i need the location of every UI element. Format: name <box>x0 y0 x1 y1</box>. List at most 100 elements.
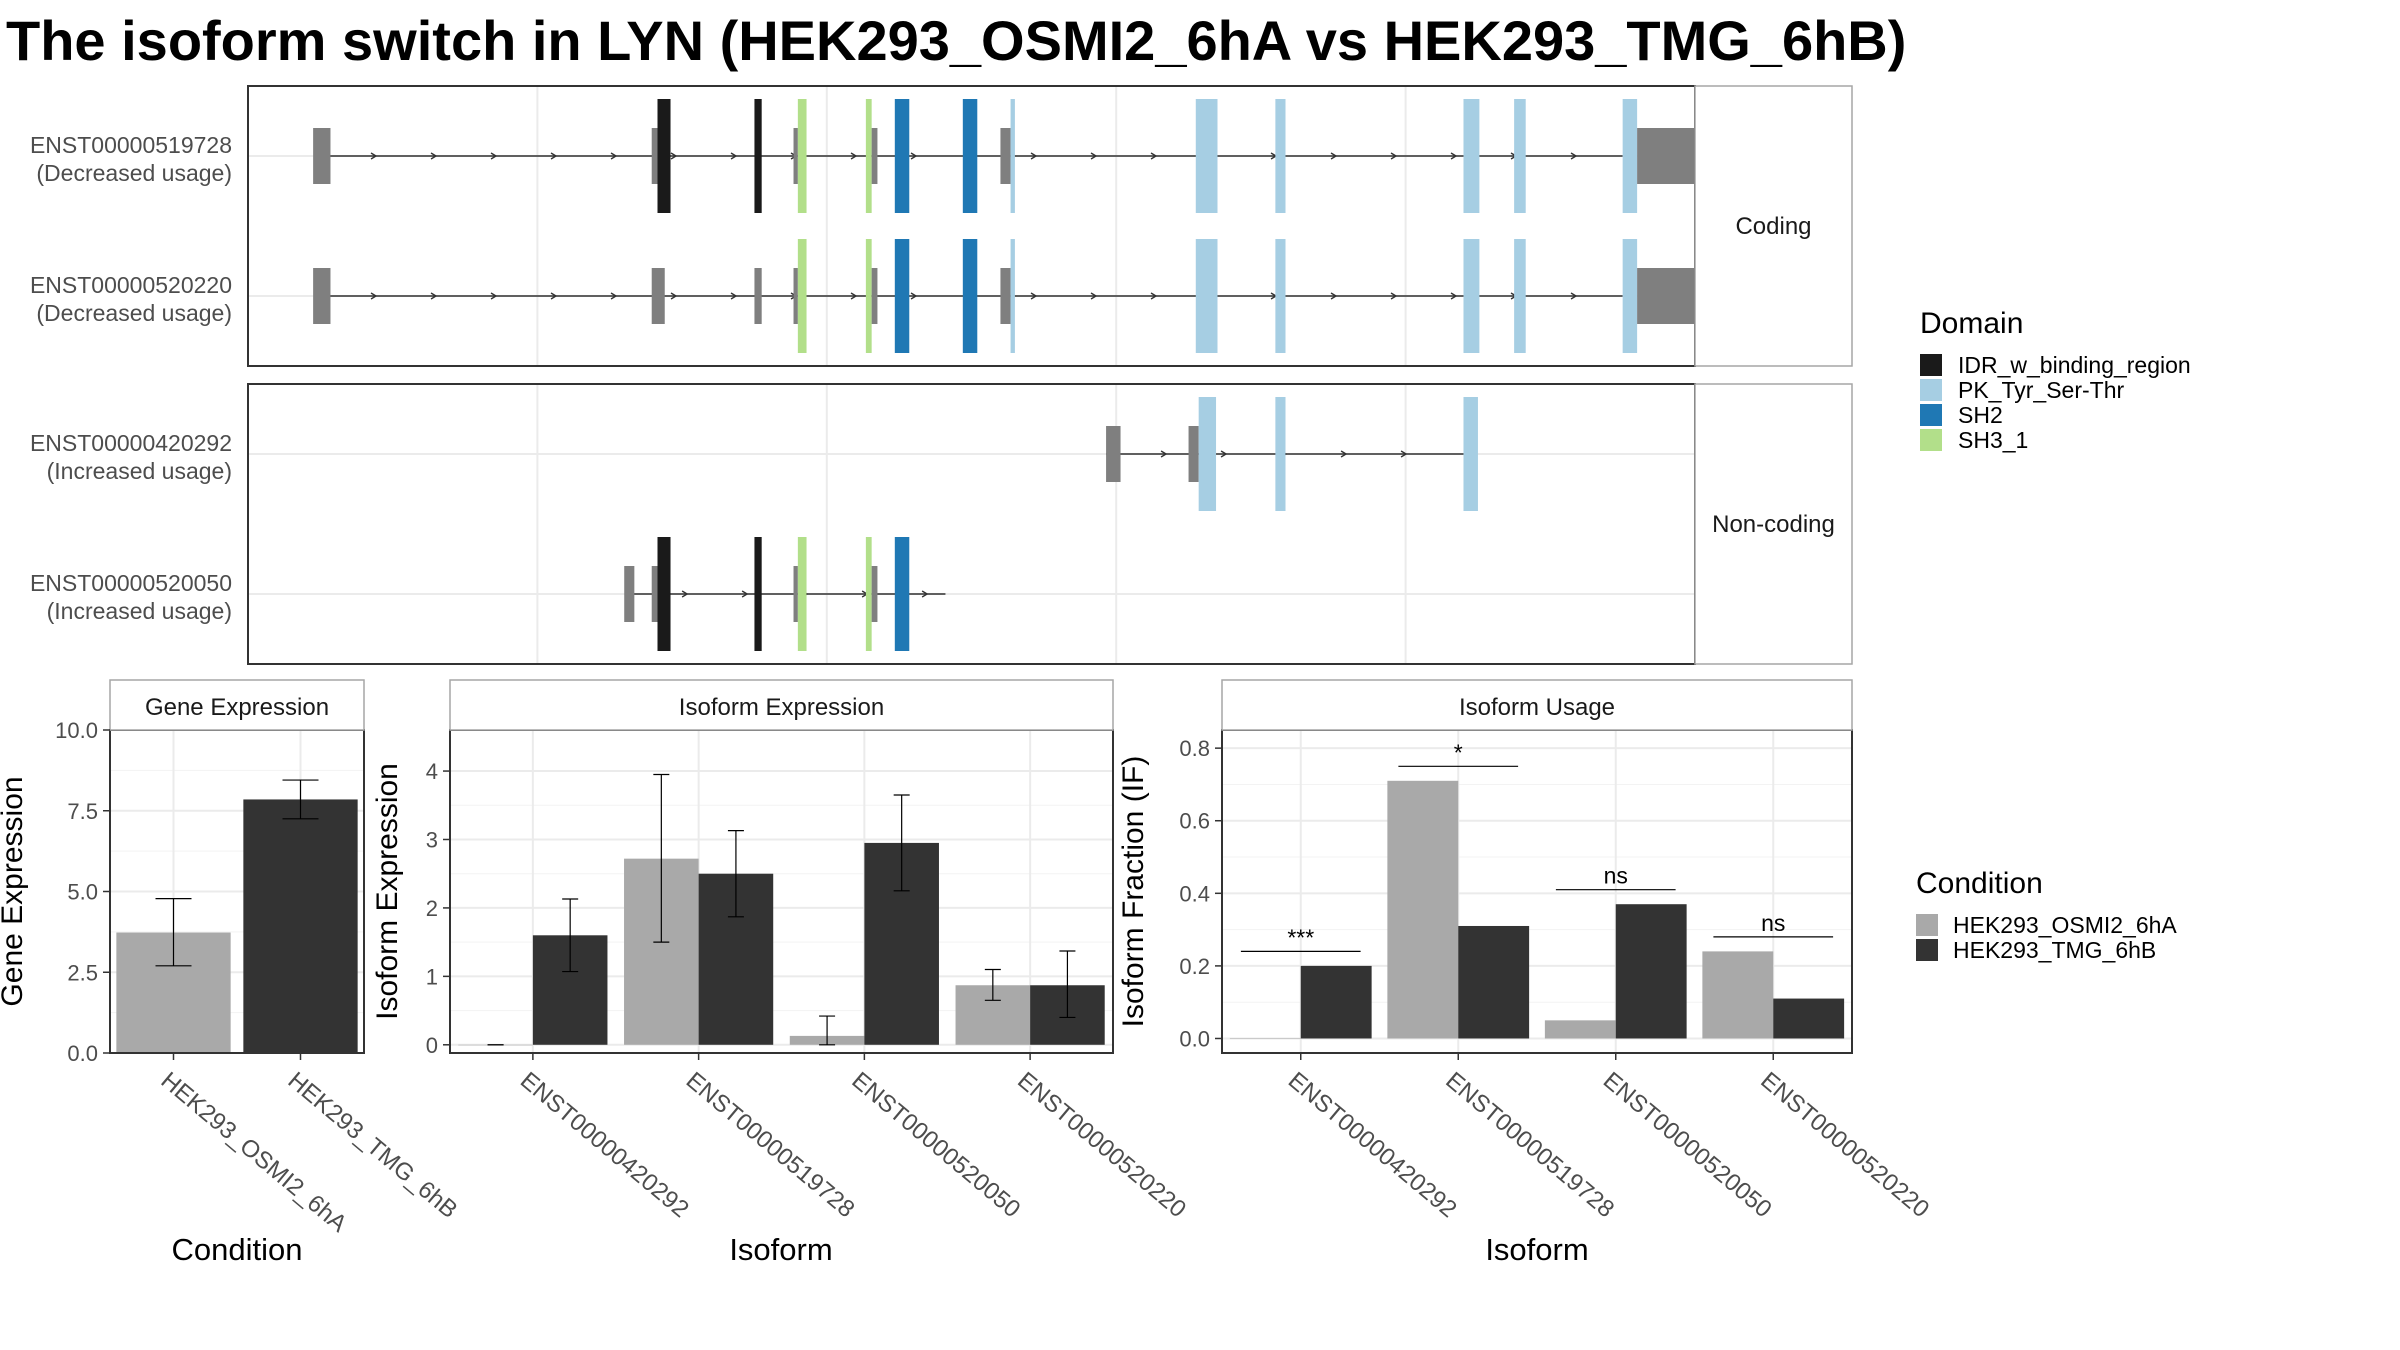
intron-arrow <box>610 292 618 300</box>
chart-title: Isoform Expression <box>679 694 884 721</box>
structure-panel-bg <box>248 384 1695 664</box>
y-tick-label: 5.0 <box>67 880 98 905</box>
transcript-id-label: ENST00000519728 <box>30 132 232 158</box>
intron-arrow <box>730 292 738 300</box>
intron-arrow <box>910 292 918 300</box>
legend-label: SH2 <box>1958 402 2003 428</box>
y-tick-label: 1 <box>426 964 438 989</box>
intron-arrow <box>1330 292 1338 300</box>
intron-arrow <box>1150 292 1158 300</box>
y-tick-label: 2 <box>426 896 438 921</box>
y-tick-label: 7.5 <box>67 799 98 824</box>
exon-utr <box>1188 426 1199 482</box>
bar <box>243 799 358 1053</box>
intron-arrow <box>850 152 858 160</box>
exon-domain-idr-w-binding-region <box>657 537 671 651</box>
intron-arrow <box>550 152 558 160</box>
intron-arrow <box>681 590 689 598</box>
exon-domain-sh3-1 <box>797 239 807 353</box>
x-tick-label: ENST00000520050 <box>847 1067 1026 1223</box>
x-axis-title: Isoform <box>729 1232 832 1267</box>
exon-domain-pk-tyr-ser-thr <box>1195 239 1218 353</box>
intron-arrow <box>1330 152 1338 160</box>
exon-domain-idr-w-binding-region <box>657 99 671 213</box>
intron-arrow <box>1390 152 1398 160</box>
legend-swatch <box>1916 914 1938 936</box>
transcript-id-label: ENST00000520220 <box>30 272 232 298</box>
exon-domain-sh2 <box>962 99 978 213</box>
chart-title-strip <box>1221 679 1853 731</box>
exon-utr <box>313 268 331 324</box>
transcript-id-label: ENST00000520050 <box>30 570 232 596</box>
intron-arrow <box>1030 152 1038 160</box>
bar <box>1387 780 1459 1039</box>
chart-title: Gene Expression <box>145 694 329 721</box>
y-axis-title: Isoform Fraction (IF) <box>1117 756 1150 1028</box>
exon-utr <box>871 268 878 324</box>
exon-utr <box>871 128 878 184</box>
intron-arrow <box>490 292 498 300</box>
transcript-id-label: ENST00000420292 <box>30 430 232 456</box>
chart-title-strip <box>109 679 365 731</box>
legend-label: HEK293_OSMI2_6hA <box>1953 912 2177 938</box>
transcript-usage-label: (Increased usage) <box>47 598 232 624</box>
y-tick-label: 0.2 <box>1179 954 1210 979</box>
intron-arrow <box>910 152 918 160</box>
significance-label: ns <box>1761 910 1785 936</box>
legend-swatch <box>1920 354 1942 376</box>
exon-domain-pk-tyr-ser-thr <box>1622 239 1638 353</box>
exon-domain-sh3-1 <box>865 239 872 353</box>
bar <box>1229 1038 1301 1039</box>
y-tick-label: 0.0 <box>67 1041 98 1066</box>
intron-arrow <box>670 292 678 300</box>
x-tick-label: ENST00000519728 <box>681 1067 860 1223</box>
facet-label: Coding <box>1735 213 1811 240</box>
exon-utr <box>793 268 798 324</box>
intron-arrow <box>1340 450 1348 458</box>
exon-utr <box>1106 426 1121 482</box>
legend-swatch <box>1920 429 1942 451</box>
exon-utr <box>871 566 878 622</box>
exon-domain-sh2 <box>894 99 910 213</box>
intron-arrow <box>1090 292 1098 300</box>
y-tick-label: 4 <box>426 759 438 784</box>
exon-domain-pk-tyr-ser-thr <box>1622 99 1638 213</box>
exon-domain-pk-tyr-ser-thr <box>1514 99 1526 213</box>
exon-domain-pk-tyr-ser-thr <box>1275 397 1286 511</box>
legend-label: PK_Tyr_Ser-Thr <box>1958 377 2124 403</box>
significance-label: ns <box>1604 863 1628 889</box>
intron-arrow <box>670 152 678 160</box>
exon-domain-pk-tyr-ser-thr <box>1198 397 1217 511</box>
intron-arrow <box>1150 152 1158 160</box>
bar <box>1615 904 1687 1039</box>
exon-domain-pk-tyr-ser-thr <box>1195 99 1218 213</box>
y-tick-label: 10.0 <box>55 718 98 743</box>
intron-arrow <box>1090 152 1098 160</box>
exon-domain-pk-tyr-ser-thr <box>1514 239 1526 353</box>
facet-label: Non-coding <box>1712 511 1835 538</box>
exon-utr <box>651 268 665 324</box>
intron-arrow <box>1160 450 1168 458</box>
intron-arrow <box>1400 450 1408 458</box>
domain-legend-title: Domain <box>1920 307 2023 340</box>
exon-domain-idr-w-binding-region <box>754 537 762 651</box>
intron-arrow <box>1570 292 1578 300</box>
legend-label: HEK293_TMG_6hB <box>1953 937 2156 963</box>
exon-domain-sh3-1 <box>797 99 807 213</box>
intron-arrow <box>430 152 438 160</box>
exon-utr <box>754 268 762 324</box>
exon-domain-pk-tyr-ser-thr <box>1010 239 1015 353</box>
x-tick-label: ENST00000519728 <box>1440 1067 1619 1223</box>
transcript-usage-label: (Decreased usage) <box>36 300 232 326</box>
bar <box>1300 965 1372 1039</box>
exon-domain-pk-tyr-ser-thr <box>1010 99 1015 213</box>
intron-arrow <box>730 152 738 160</box>
exon-domain-sh2 <box>894 239 910 353</box>
bar <box>1458 925 1530 1039</box>
exon-domain-sh3-1 <box>797 537 807 651</box>
bar <box>1544 1020 1616 1039</box>
exon-domain-pk-tyr-ser-thr <box>1463 397 1478 511</box>
y-tick-label: 0 <box>426 1033 438 1058</box>
intron-arrow <box>550 292 558 300</box>
